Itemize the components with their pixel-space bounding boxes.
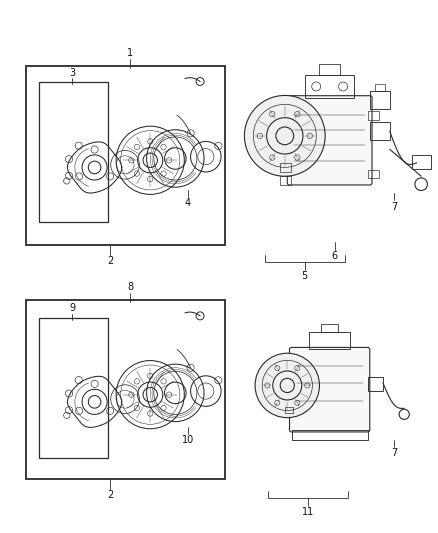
Bar (368, 169, 379, 179)
Bar (309, 333, 350, 350)
Bar (25, 66, 225, 245)
Bar (321, 324, 338, 333)
Bar (305, 75, 354, 98)
Bar (39, 83, 108, 222)
Text: 4: 4 (185, 198, 191, 208)
Circle shape (244, 95, 325, 176)
Bar (374, 84, 385, 91)
Text: 9: 9 (69, 303, 75, 313)
Bar (280, 176, 291, 185)
Text: 8: 8 (127, 282, 133, 292)
Bar (368, 111, 379, 120)
Bar (370, 123, 390, 140)
FancyBboxPatch shape (290, 348, 370, 432)
Text: 7: 7 (391, 448, 398, 457)
Text: 7: 7 (391, 202, 398, 212)
Circle shape (255, 353, 319, 418)
Text: 2: 2 (107, 490, 113, 500)
Text: 5: 5 (302, 271, 308, 281)
Text: 1: 1 (127, 47, 133, 58)
Text: 2: 2 (107, 256, 113, 266)
Bar (319, 64, 340, 75)
FancyBboxPatch shape (287, 96, 372, 185)
Bar (368, 377, 383, 391)
Bar (292, 430, 368, 440)
Bar (285, 407, 293, 414)
Bar (25, 300, 225, 480)
Text: 6: 6 (332, 251, 338, 261)
Bar (280, 163, 291, 172)
Text: 3: 3 (69, 68, 75, 77)
Bar (39, 318, 108, 457)
Text: 10: 10 (182, 434, 194, 445)
Bar (370, 91, 390, 109)
Bar (412, 155, 431, 169)
Text: 11: 11 (302, 507, 314, 518)
